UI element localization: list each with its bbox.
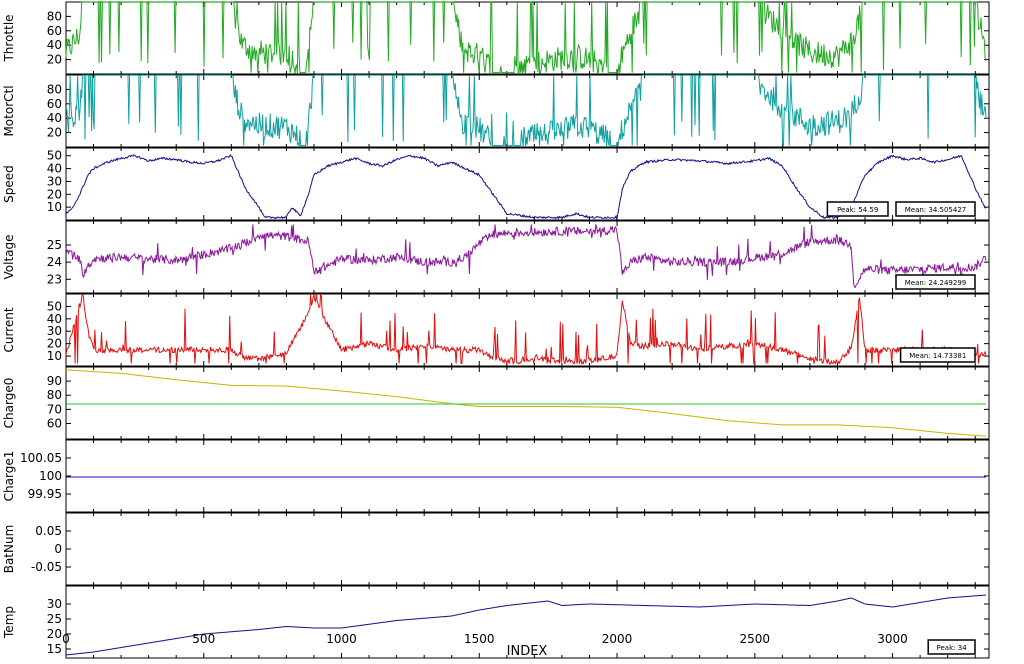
- panel-voltage: 23 24 25 Voltage Mean: 24.249299: [2, 220, 990, 294]
- y-tick-label: 50: [47, 299, 62, 313]
- annotation-text: Mean: 34.505427: [905, 206, 967, 214]
- y-tick-label: 20: [47, 627, 62, 641]
- y-tick-label: 99.95: [28, 487, 62, 501]
- panel-frame: [65, 74, 990, 148]
- y-axis-label: Voltage: [2, 234, 16, 279]
- panel-frame: [65, 220, 990, 294]
- panel-batnum: -0.05 0 0.05 BatNum: [2, 476, 990, 586]
- panel-frame: [65, 439, 990, 513]
- y-axis-label: Charge1: [2, 451, 16, 502]
- series-line-current: [65, 293, 987, 365]
- panels-group: 20406080Throttle20406080MotorCtl10203040…: [2, 1, 990, 659]
- series-line-charge0: [65, 369, 987, 437]
- panel-frame: [65, 293, 990, 367]
- annotation-text: Peak: 54.59: [837, 206, 878, 214]
- y-tick-label: 90: [47, 374, 62, 388]
- y-tick-label: 25: [47, 612, 62, 626]
- y-tick-label: 60: [47, 416, 62, 430]
- annotation-text: Mean: 24.249299: [905, 279, 967, 287]
- y-tick-label: 80: [47, 388, 62, 402]
- x-tick-label: 3000: [877, 632, 908, 646]
- series-line-throttle: [65, 1, 987, 75]
- y-tick-label: 60: [47, 97, 62, 111]
- y-tick-label: 30: [47, 174, 62, 188]
- y-axis-label: Speed: [2, 165, 16, 203]
- y-axis-label: Temp: [2, 606, 16, 639]
- y-axis-label: MotorCtl: [2, 85, 16, 136]
- annotation-text: Peak: 34: [937, 644, 968, 652]
- x-tick-label: 500: [192, 632, 215, 646]
- y-tick-label: 20: [47, 126, 62, 140]
- panel-frame: [65, 1, 990, 75]
- annotation-box: [895, 201, 976, 217]
- y-axis-label: BatNum: [2, 525, 16, 574]
- y-tick-label: 80: [47, 9, 62, 23]
- y-tick-label: 50: [47, 149, 62, 163]
- annotation-box: [927, 639, 976, 655]
- y-tick-label: 23: [47, 272, 62, 286]
- y-tick-label: 40: [47, 312, 62, 326]
- x-tick-label: 1500: [464, 632, 495, 646]
- y-tick-label: 40: [47, 38, 62, 52]
- series-line-temp: [65, 594, 987, 656]
- y-tick-label: 15: [47, 642, 62, 656]
- y-tick-label: 40: [47, 162, 62, 176]
- panel-frame: [65, 366, 990, 440]
- x-tick-label: 1000: [326, 632, 357, 646]
- y-tick-label: 20: [47, 337, 62, 351]
- y-tick-label: 20: [47, 53, 62, 67]
- annotation-text: Mean: 14.73381: [909, 352, 966, 360]
- annotation-box: [895, 274, 976, 290]
- y-tick-label: 100.05: [20, 451, 62, 465]
- y-tick-label: 10: [47, 349, 62, 363]
- y-axis-label: Charge0: [2, 378, 16, 429]
- y-tick-label: 60: [47, 24, 62, 38]
- y-axis-label: Current: [2, 307, 16, 352]
- y-tick-label: 0: [54, 542, 62, 556]
- x-axis: 0 500 1000 1500 2000 2500 3000: [62, 632, 908, 646]
- y-tick-label: 80: [47, 82, 62, 96]
- y-tick-label: 30: [47, 324, 62, 338]
- panel-frame: [65, 585, 990, 659]
- annotation-box: [826, 201, 889, 217]
- series-line-motorctl: [65, 74, 987, 149]
- y-axis-label: Throttle: [2, 14, 16, 62]
- annotation-box: [899, 347, 976, 363]
- y-tick-label: 40: [47, 111, 62, 125]
- y-tick-label: 20: [47, 187, 62, 201]
- x-tick-label: 0: [62, 632, 70, 646]
- y-tick-label: -0.05: [31, 560, 62, 574]
- y-tick-label: 0.05: [35, 524, 62, 538]
- series-line-voltage: [65, 224, 987, 289]
- y-tick-label: 100: [39, 469, 62, 483]
- x-tick-label: 2000: [602, 632, 633, 646]
- y-tick-label: 70: [47, 402, 62, 416]
- panel-frame: [65, 512, 990, 586]
- y-tick-label: 25: [47, 238, 62, 252]
- y-tick-label: 10: [47, 200, 62, 214]
- y-tick-label: 30: [47, 597, 62, 611]
- panel-charge1: 99.95 100 100.05 Charge1: [2, 403, 990, 513]
- x-axis-label: INDEX: [507, 644, 548, 659]
- series-line-speed: [65, 154, 987, 220]
- x-tick-label: 2500: [740, 632, 771, 646]
- panel-frame: [65, 147, 990, 221]
- y-tick-label: 24: [47, 255, 62, 269]
